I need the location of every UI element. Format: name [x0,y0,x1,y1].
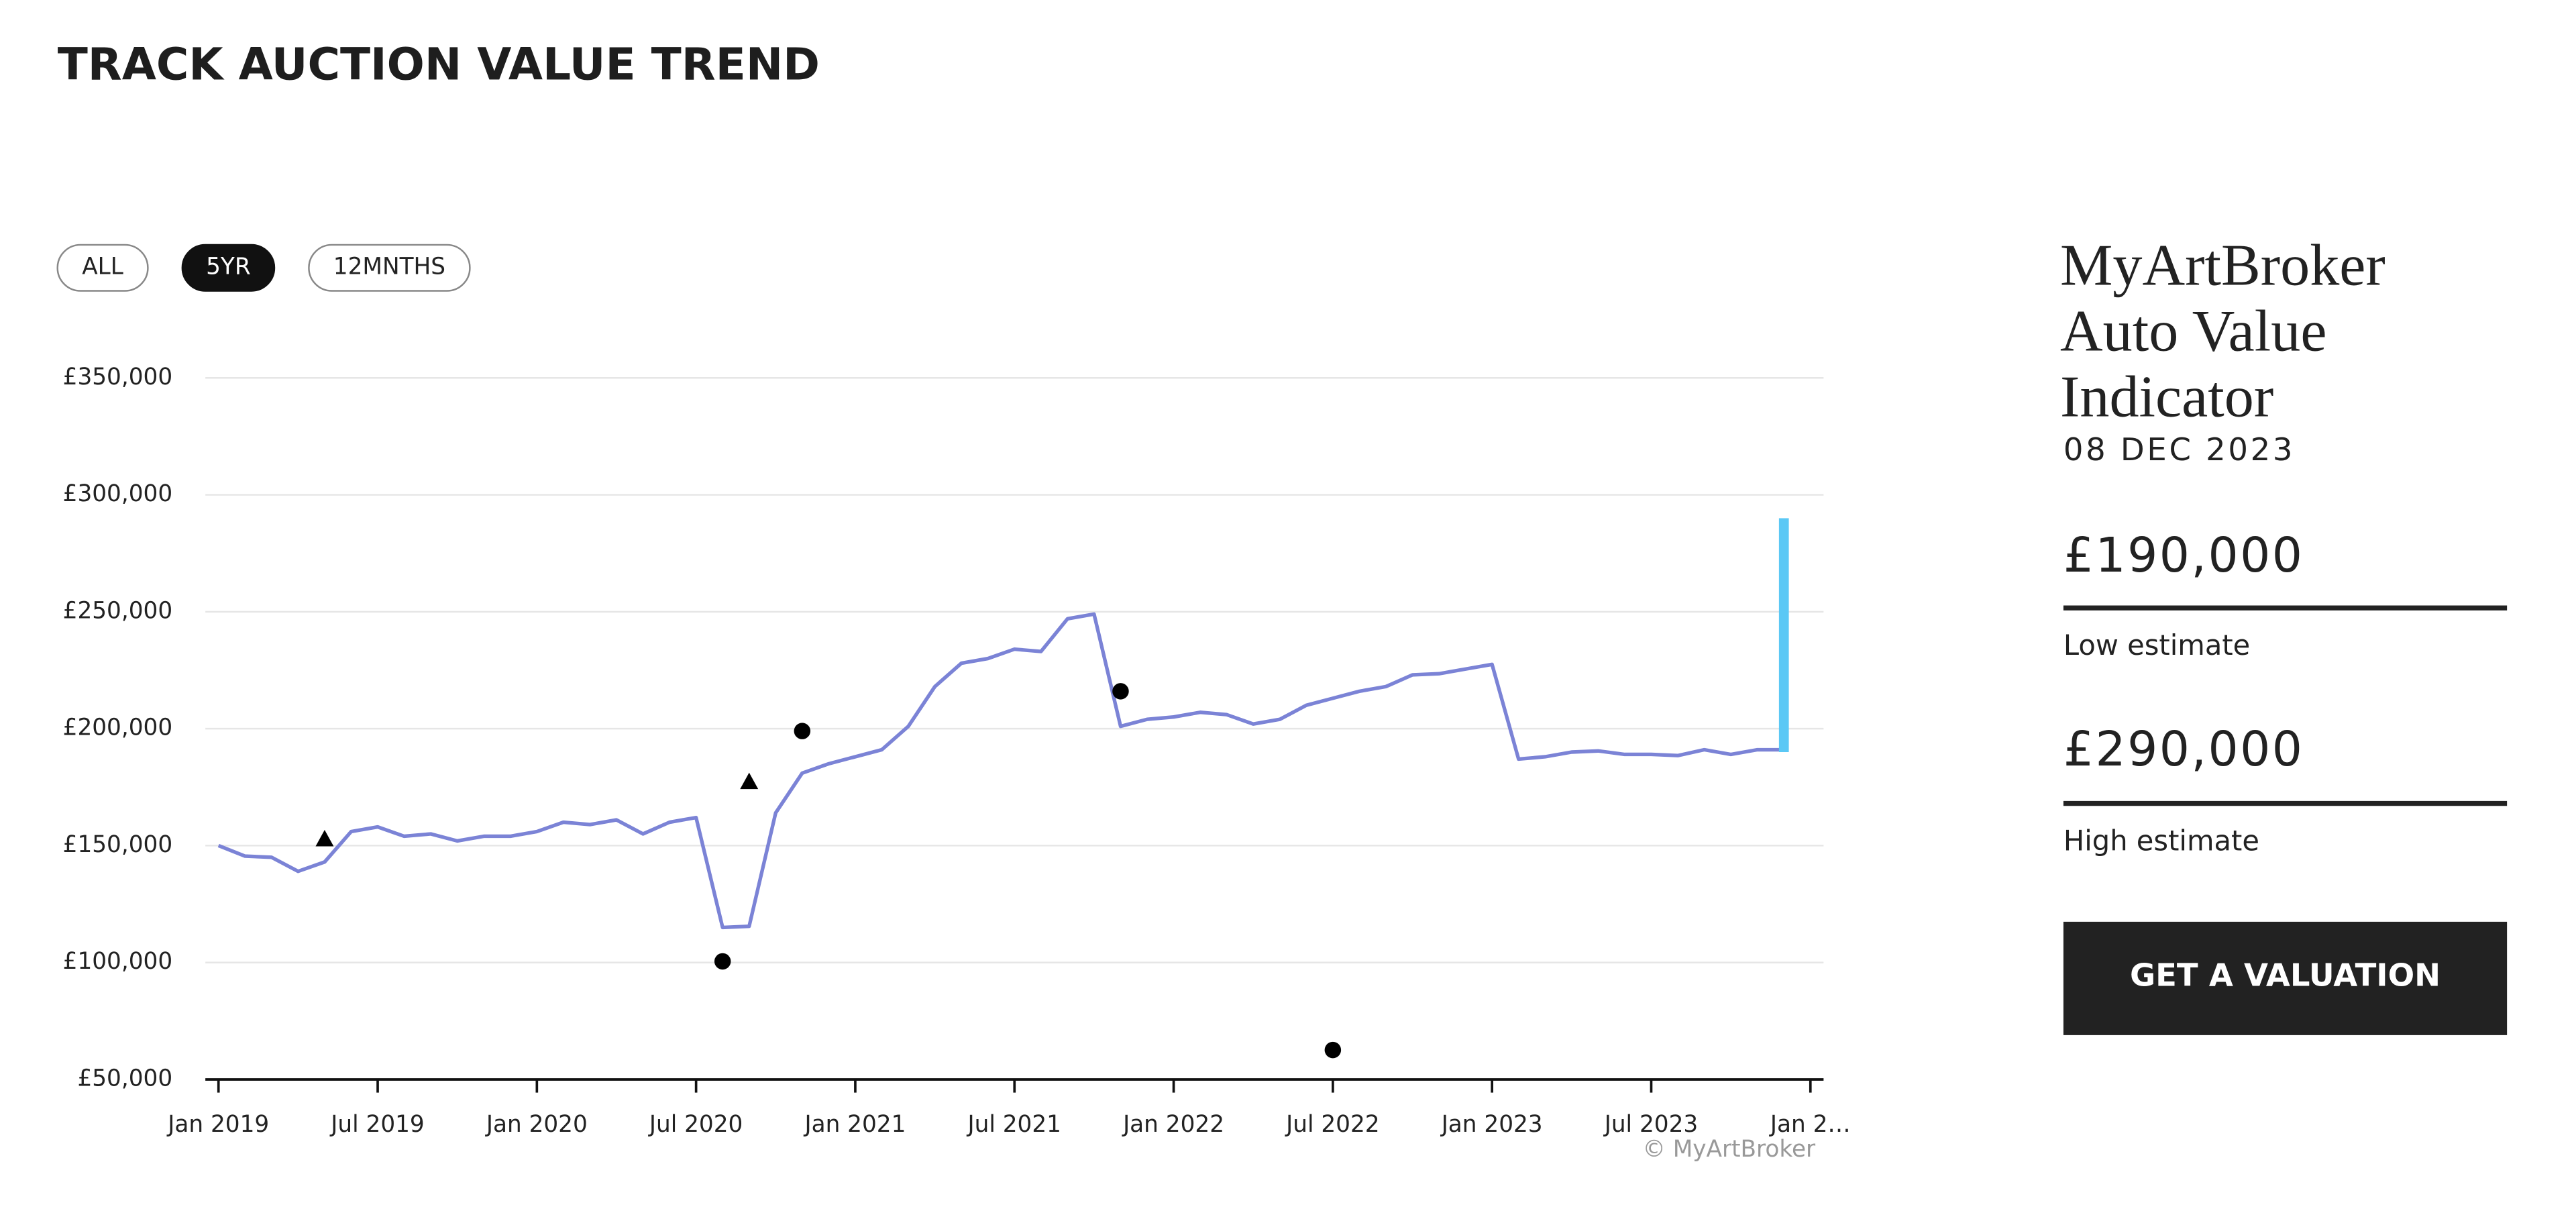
low-estimate-value: £190,000 [2063,527,2304,583]
panel-title: Auto Value [2060,298,2326,364]
y-tick-label: £300,000 [63,480,173,507]
x-tick-label: Jan 2022 [1122,1111,1224,1138]
x-tick-label: Jul 2021 [967,1111,1061,1138]
x-tick-label: Jan 2023 [1440,1111,1543,1138]
page-title: TRACK AUCTION VALUE TREND [58,38,820,90]
estimate-range [1778,518,1789,752]
x-tick-label: Jan 2019 [166,1111,269,1138]
x-tick-label: Jul 2023 [1603,1111,1698,1138]
value-line [217,612,1784,930]
range-button-label[interactable]: 12MNTHS [333,254,445,280]
y-tick-label: £150,000 [63,831,173,858]
range-button[interactable] [181,244,276,292]
panel-title: MyArtBroker [2060,232,2385,298]
panel-title: Indicator [2060,364,2273,429]
valuation-button[interactable] [2063,921,2508,1035]
sale-marker [1324,1041,1342,1059]
x-tick-label: Jan 2… [1769,1111,1851,1138]
high-estimate-label: High estimate [2063,824,2259,857]
range-button[interactable] [308,244,471,292]
x-tick-label: Jul 2022 [1285,1111,1379,1138]
y-tick-label: £250,000 [63,597,173,624]
x-tick-label: Jan 2021 [803,1111,906,1138]
sale-marker [714,953,731,970]
sale-marker [794,723,811,739]
sale-marker [1112,683,1129,700]
valuation-button-label[interactable]: GET A VALUATION [2130,957,2440,994]
indicator-date: 08 DEC 2023 [2063,431,2295,468]
range-button-label[interactable]: 5YR [206,254,251,280]
range-button[interactable] [56,244,149,292]
y-tick-label: £350,000 [63,364,173,390]
range-button-label[interactable]: ALL [82,254,123,280]
y-tick-label: £50,000 [77,1065,172,1092]
x-tick-label: Jan 2020 [485,1111,588,1138]
x-tick-label: Jul 2020 [648,1111,743,1138]
sale-marker [315,830,334,847]
sale-marker [740,772,759,790]
low-estimate-label: Low estimate [2063,629,2250,662]
x-tick-label: Jul 2019 [329,1111,424,1138]
y-tick-label: £200,000 [63,715,173,741]
y-tick-label: £100,000 [63,948,173,975]
high-estimate-value: £290,000 [2063,721,2304,777]
credit: © MyArtBroker [1643,1136,1816,1163]
